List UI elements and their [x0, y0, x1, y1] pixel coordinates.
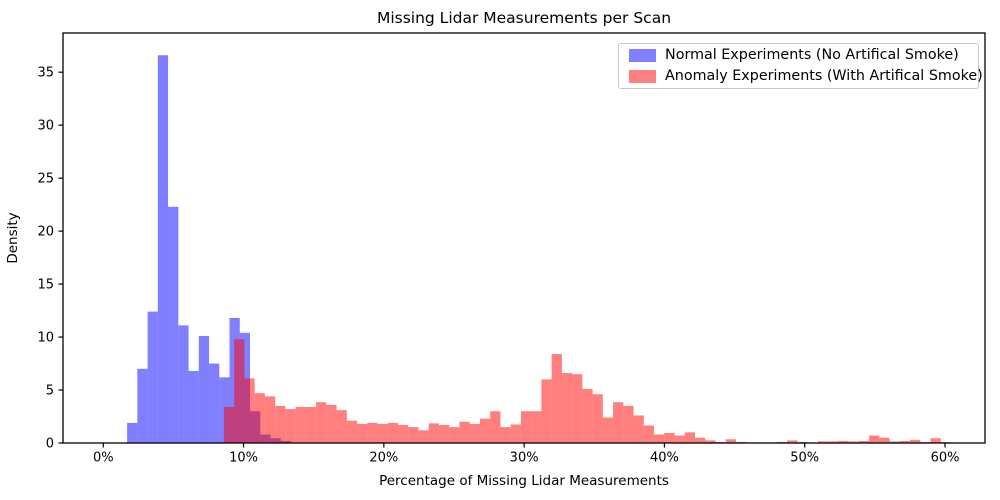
- anomaly-hist-bar: [828, 441, 839, 443]
- anomaly-hist-bar: [602, 417, 614, 443]
- x-tick-label: 60%: [931, 451, 960, 466]
- anomaly-hist-bar: [490, 411, 501, 443]
- anomaly-hist-bar: [910, 439, 921, 443]
- anomaly-hist-bar: [889, 441, 900, 443]
- anomaly-hist-bar: [848, 441, 859, 443]
- anomaly-hist-bar: [572, 374, 583, 443]
- normal-hist-bar: [127, 422, 138, 443]
- legend-row-normal: Normal Experiments (No Artifical Smoke): [629, 47, 978, 64]
- anomaly-hist-bar: [838, 440, 849, 443]
- anomaly-hist-bar: [541, 379, 552, 443]
- anomaly-hist-bar: [459, 421, 470, 443]
- y-tick-label: 25: [37, 172, 54, 187]
- anomaly-hist-bar: [275, 405, 286, 443]
- anomaly-hist-bar: [664, 432, 675, 443]
- anomaly-hist-bar: [449, 427, 460, 443]
- anomaly-hist-bar: [285, 409, 296, 443]
- normal-hist-bar: [178, 325, 189, 443]
- anomaly-hist-bar: [469, 423, 480, 443]
- anomaly-hist-bar: [500, 427, 511, 443]
- anomaly-hist-bar: [377, 423, 388, 443]
- y-axis-label: Density: [5, 212, 21, 263]
- x-tick-label: 0%: [93, 451, 114, 466]
- anomaly-hist-bar: [438, 424, 450, 443]
- anomaly-hist-bar: [899, 440, 911, 443]
- anomaly-hist-bar: [367, 422, 378, 443]
- anomaly-hist-bar: [234, 339, 245, 443]
- anomaly-hist-bar: [398, 424, 409, 443]
- anomaly-hist-bar: [326, 404, 337, 443]
- anomaly-hist-bar: [633, 415, 644, 443]
- x-tick-label: 50%: [790, 451, 819, 466]
- y-tick-label: 30: [37, 119, 54, 134]
- x-tick-label: 20%: [369, 451, 398, 466]
- normal-hist-bar: [198, 336, 210, 443]
- x-tick-label: 10%: [229, 451, 258, 466]
- axes-layer: 0% 10% 20% 30% 40% 50% 60% 0 5 10 15 20 25 30 35: [37, 32, 986, 466]
- anomaly-hist-bar: [817, 441, 829, 443]
- anomaly-hist-bar: [674, 435, 685, 443]
- x-axis-label: Percentage of Missing Lidar Measurements: [379, 473, 669, 489]
- legend: Normal Experiments (No Artifical Smoke) …: [618, 43, 983, 89]
- bars-layer: [127, 55, 952, 443]
- anomaly-hist-bar: [254, 393, 265, 443]
- anomaly-hist-bar: [654, 434, 665, 443]
- normal-hist-bar: [188, 370, 199, 443]
- anomaly-hist-bar: [684, 432, 696, 443]
- anomaly-hist-bar: [858, 440, 870, 443]
- y-tick-label: 0: [46, 437, 54, 452]
- anomaly-hist-bar: [408, 427, 419, 443]
- y-tick-label: 35: [37, 66, 54, 81]
- anomaly-hist-bar: [264, 396, 276, 443]
- y-tick-label: 5: [46, 384, 54, 399]
- anomaly-hist-bar: [223, 406, 235, 443]
- anomaly-hist-bar: [787, 440, 798, 443]
- anomaly-hist-bar: [879, 437, 890, 443]
- anomaly-hist-bar: [244, 378, 255, 443]
- anomaly-hist-bar: [418, 430, 429, 443]
- normal-series-label: Normal Experiments (No Artifical Smoke): [665, 47, 959, 63]
- anomaly-hist-bar: [305, 406, 317, 443]
- y-tick-label: 10: [37, 331, 54, 346]
- anomaly-hist-bar: [623, 405, 634, 443]
- normal-hist-bar: [157, 55, 169, 443]
- anomaly-hist-bar: [582, 388, 593, 443]
- legend-row-anomaly: Anomaly Experiments (With Artifical Smok…: [629, 68, 983, 85]
- anomaly-hist-bar: [930, 438, 941, 443]
- x-tick-label: 30%: [510, 451, 539, 466]
- anomaly-series-label: Anomaly Experiments (With Artifical Smok…: [665, 68, 983, 84]
- y-tick-label: 15: [37, 278, 54, 293]
- anomaly-hist-bar: [551, 354, 562, 443]
- anomaly-hist-bar: [346, 420, 358, 443]
- anomaly-hist-bar: [510, 424, 521, 443]
- normal-hist-bar: [168, 206, 179, 443]
- normal-hist-bar: [137, 368, 148, 443]
- anomaly-hist-bar: [531, 411, 542, 443]
- anomaly-hist-bar: [295, 406, 306, 443]
- anomaly-hist-bar: [561, 373, 573, 443]
- y-tick-label: 20: [37, 225, 54, 240]
- anomaly-hist-bar: [520, 411, 532, 443]
- anomaly-hist-bar: [613, 402, 624, 443]
- anomaly-hist-bar: [428, 423, 439, 443]
- anomaly-hist-bar: [725, 439, 736, 443]
- anomaly-hist-bar: [387, 422, 399, 443]
- normal-hist-bar: [147, 311, 158, 443]
- anomaly-hist-bar: [479, 418, 491, 443]
- anomaly-hist-bar: [643, 425, 655, 443]
- anomaly-hist-bar: [705, 440, 716, 443]
- anomaly-hist-bar: [336, 410, 347, 443]
- x-tick-label: 40%: [650, 451, 679, 466]
- anomaly-hist-bar: [695, 437, 706, 443]
- normal-hist-bar: [209, 363, 220, 443]
- chart-title: Missing Lidar Measurements per Scan: [377, 9, 671, 27]
- anomaly-series-swatch: [629, 70, 656, 83]
- anomaly-hist-bar: [357, 423, 368, 443]
- anomaly-hist-bar: [316, 402, 327, 443]
- anomaly-hist-bar: [869, 435, 880, 443]
- normal-series-swatch: [629, 49, 656, 62]
- anomaly-hist-bar: [592, 394, 603, 443]
